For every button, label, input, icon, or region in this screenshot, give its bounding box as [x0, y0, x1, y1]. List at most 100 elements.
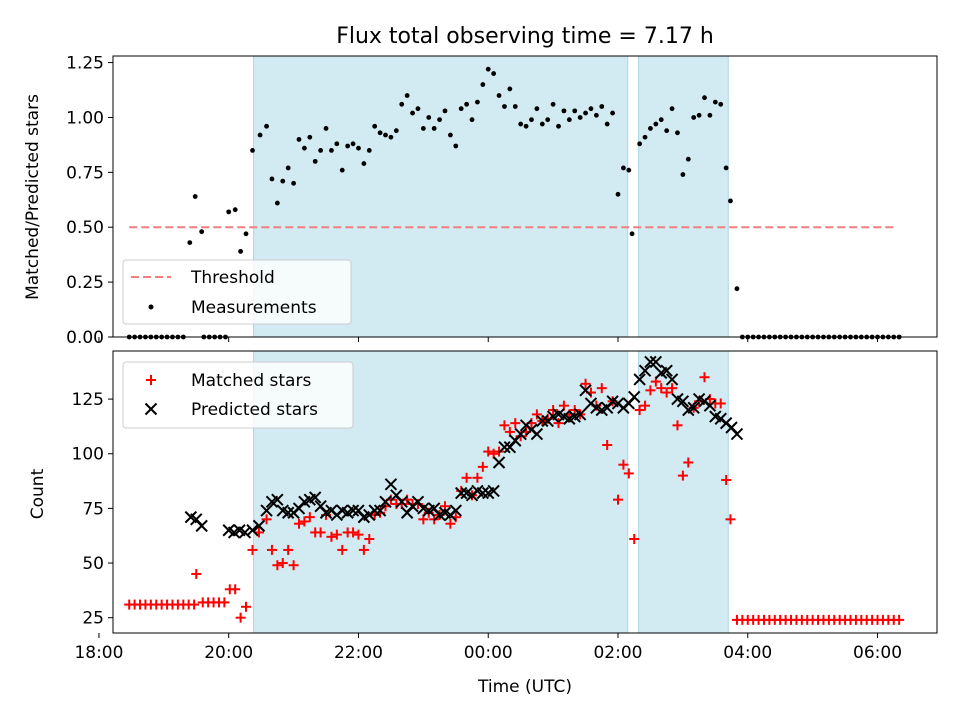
measurement-point — [615, 191, 621, 197]
top-y-axis-label: Matched/Predicted stars — [23, 94, 43, 300]
measurement-point — [712, 99, 718, 105]
y-tick-label: 50 — [82, 554, 104, 574]
measurement-point — [491, 71, 497, 76]
matched-star-point — [580, 378, 591, 389]
matched-star-point — [261, 514, 272, 525]
predicted-star-point — [514, 427, 527, 441]
matched-star-point — [677, 470, 688, 481]
matched-star-point — [235, 612, 246, 623]
matched-star-point — [191, 568, 202, 579]
matched-star-point — [315, 527, 326, 538]
matched-star-point — [219, 597, 230, 608]
predicted-star-point — [660, 364, 673, 377]
measurement-point — [669, 106, 675, 112]
measurement-point — [257, 132, 263, 138]
predicted-star-point — [449, 504, 462, 517]
measurement-point — [588, 106, 594, 112]
measurement-point — [512, 104, 518, 109]
predicted-star-point — [628, 390, 641, 404]
bottom-y-axis-label: Count — [28, 468, 48, 519]
measurement-point — [550, 101, 556, 107]
matched-star-point — [645, 385, 656, 396]
measurement-point — [318, 147, 324, 153]
measurement-point — [685, 156, 691, 162]
bottom-panel: 25 50 75 100 125 18:00 20:00 22:00 00:00 02:00 04… — [28, 350, 938, 697]
matched-star-point — [266, 544, 277, 555]
matched-star-point — [288, 560, 299, 571]
measurement-point — [702, 95, 707, 101]
measurement-point — [250, 147, 255, 153]
predicted-star-point — [498, 440, 511, 454]
predicted-star-point — [633, 373, 646, 386]
measurement-point — [437, 117, 442, 123]
top-y-ticks: 0.00 0.25 0.50 0.75 1.00 1.25 — [66, 54, 113, 348]
predicted-star-point — [281, 506, 295, 519]
predicted-star-point — [492, 456, 506, 469]
matched-star-point — [618, 459, 629, 470]
measurement-point — [658, 117, 664, 123]
matched-star-point — [894, 614, 905, 625]
matched-star-point — [640, 400, 651, 411]
predicted-star-point — [476, 486, 490, 500]
measurement-point — [383, 132, 388, 138]
measurement-point — [626, 167, 632, 173]
measurement-point — [518, 121, 524, 127]
measurement-point — [187, 240, 193, 246]
measurement-point — [404, 93, 410, 98]
measurement-point — [361, 161, 367, 166]
measurement-point — [561, 108, 567, 114]
measurement-point — [307, 134, 313, 140]
matched-star-point — [445, 518, 456, 529]
y-tick-label: 1.25 — [66, 54, 104, 74]
predicted-star-point — [573, 408, 587, 421]
measurement-point — [664, 128, 670, 134]
measurement-point — [453, 143, 459, 149]
predicted-star-point — [195, 519, 208, 533]
measurement-point — [480, 82, 486, 87]
predicted-star-point — [309, 491, 322, 504]
predicted-star-point — [676, 395, 690, 408]
measurement-point — [393, 128, 399, 134]
measurement-point — [534, 106, 540, 112]
x-tick-label: 04:00 — [723, 643, 772, 663]
measurement-point — [312, 158, 318, 164]
measurement-point — [610, 110, 615, 116]
matched-star-point — [612, 494, 623, 505]
measurement-point — [388, 134, 394, 140]
measurement-point — [707, 112, 713, 118]
matched-star-point — [531, 409, 542, 420]
measurement-point — [296, 137, 302, 142]
measurement-point — [280, 178, 286, 184]
measurement-point — [291, 180, 296, 186]
bottom-legend: Matched stars Predicted stars — [122, 361, 354, 429]
matched-star-point — [510, 418, 521, 429]
measurement-point — [496, 93, 502, 98]
matched-star-point — [602, 440, 613, 450]
measurement-point — [372, 123, 378, 129]
measurement-point — [334, 141, 340, 147]
legend-measurements-swatch — [148, 304, 154, 310]
predicted-star-point — [638, 364, 652, 377]
matched-star-point — [499, 420, 510, 431]
measurement-point — [199, 229, 205, 235]
matched-star-point — [477, 461, 488, 472]
measurement-point — [648, 126, 653, 131]
predicted-star-point — [346, 504, 360, 517]
matched-star-point — [247, 544, 258, 555]
matched-star-point — [230, 584, 241, 595]
chart-title: Flux total observing time = 7.17 h — [336, 24, 714, 49]
measurement-point — [366, 147, 372, 153]
matched-star-point — [337, 544, 348, 555]
legend-matched-marker — [146, 375, 156, 385]
matched-star-point — [596, 383, 607, 394]
predicted-star-point — [238, 526, 252, 539]
x-tick-label: 00:00 — [464, 643, 513, 663]
shaded-interval — [638, 350, 729, 634]
top-legend: Threshold Measurements — [122, 259, 352, 325]
matched-star-point — [299, 516, 310, 527]
bottom-legend-box — [122, 361, 354, 429]
measurement-point — [302, 145, 307, 151]
predicted-star-point — [730, 427, 744, 441]
measurement-point — [410, 110, 415, 116]
